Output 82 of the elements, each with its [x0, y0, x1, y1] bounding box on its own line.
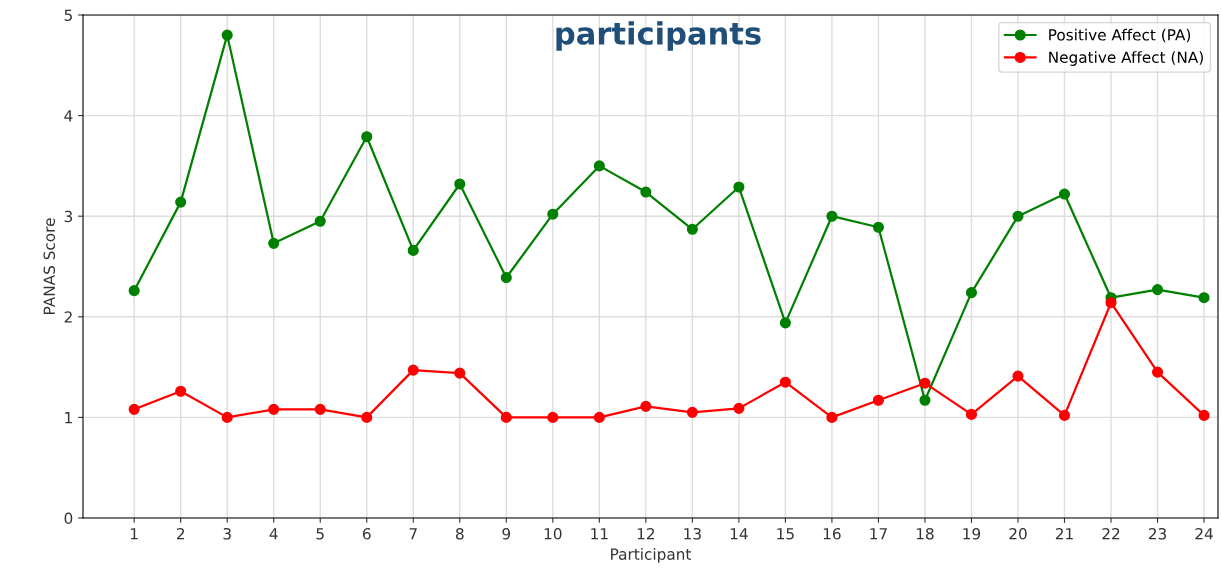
- point: [779, 376, 791, 388]
- point: [919, 394, 931, 406]
- legend-label: Positive Affect (PA): [1049, 28, 1191, 43]
- point: [593, 160, 605, 172]
- point: [1198, 409, 1210, 421]
- point: [175, 196, 187, 208]
- x-tick-label: 21: [1055, 527, 1073, 540]
- point: [640, 400, 652, 412]
- x-tick-label: 17: [870, 528, 887, 540]
- x-tick-label: 22: [1102, 527, 1120, 540]
- point: [454, 178, 466, 190]
- x-tick-label: 14: [730, 528, 748, 540]
- x-tick-label: 20: [1009, 527, 1027, 540]
- point: [175, 385, 187, 397]
- point: [268, 237, 280, 249]
- legend-label: Negative Affect (NA): [1049, 51, 1203, 66]
- point: [1151, 366, 1164, 378]
- point: [1012, 210, 1024, 222]
- point: [733, 181, 745, 193]
- point: [314, 215, 326, 227]
- point: [872, 394, 884, 406]
- point: [454, 367, 466, 379]
- y-tick-label: 3: [64, 210, 73, 223]
- y-tick-label: 1: [65, 412, 72, 424]
- y-tick-label: 4: [64, 110, 73, 122]
- x-tick-label: 3: [223, 527, 231, 540]
- point: [733, 402, 745, 414]
- point: [1012, 370, 1024, 382]
- x-tick-label: 16: [823, 527, 841, 540]
- point: [686, 223, 698, 235]
- point: [221, 29, 233, 41]
- chart-title: participants: [556, 21, 761, 51]
- point: [128, 403, 140, 415]
- point: [361, 411, 373, 423]
- x-tick-label: 24: [1195, 527, 1213, 540]
- x-tick-label: 13: [684, 527, 701, 540]
- point: [268, 403, 280, 415]
- point: [314, 403, 326, 415]
- x-tick-label: 9: [502, 527, 511, 540]
- x-tick-label: 18: [916, 527, 934, 540]
- point: [361, 131, 373, 143]
- x-tick-label: 15: [777, 528, 794, 540]
- point: [919, 377, 931, 389]
- point: [826, 210, 838, 222]
- point: [221, 411, 233, 423]
- point: [407, 364, 419, 376]
- point: [686, 406, 698, 418]
- y-tick-label: 2: [64, 311, 72, 323]
- point: [500, 272, 512, 284]
- point: [547, 208, 559, 220]
- point: [826, 411, 838, 423]
- x-tick-label: 12: [637, 527, 655, 540]
- x-tick-label: 4: [269, 528, 278, 540]
- point: [872, 221, 884, 233]
- point: [1105, 297, 1117, 309]
- point: [965, 408, 978, 420]
- point: [407, 244, 419, 256]
- y-tick-label: 5: [64, 9, 72, 22]
- point: [1198, 292, 1210, 304]
- y-axis-title: PANAS Score: [43, 218, 56, 314]
- x-tick-label: 23: [1148, 527, 1167, 540]
- point: [500, 411, 512, 423]
- x-tick-label: 19: [963, 527, 981, 540]
- x-tick-label: 6: [362, 527, 371, 540]
- point: [128, 285, 140, 297]
- point: [1058, 188, 1071, 200]
- x-tick-label: 1: [130, 528, 138, 540]
- point: [593, 411, 605, 423]
- x-tick-label: 7: [409, 528, 417, 540]
- point: [779, 317, 791, 329]
- x-tick-label: 10: [544, 527, 562, 540]
- y-tick-label: 0: [64, 512, 73, 525]
- point: [1058, 409, 1071, 421]
- x-tick-label: 2: [176, 527, 185, 540]
- x-tick-label: 5: [316, 528, 324, 540]
- x-axis-title: Participant: [611, 548, 692, 563]
- point: [640, 186, 652, 198]
- point: [1151, 284, 1164, 296]
- x-tick-label: 8: [455, 527, 464, 540]
- point: [965, 287, 978, 299]
- x-tick-label: 11: [591, 528, 608, 540]
- point: [547, 411, 559, 423]
